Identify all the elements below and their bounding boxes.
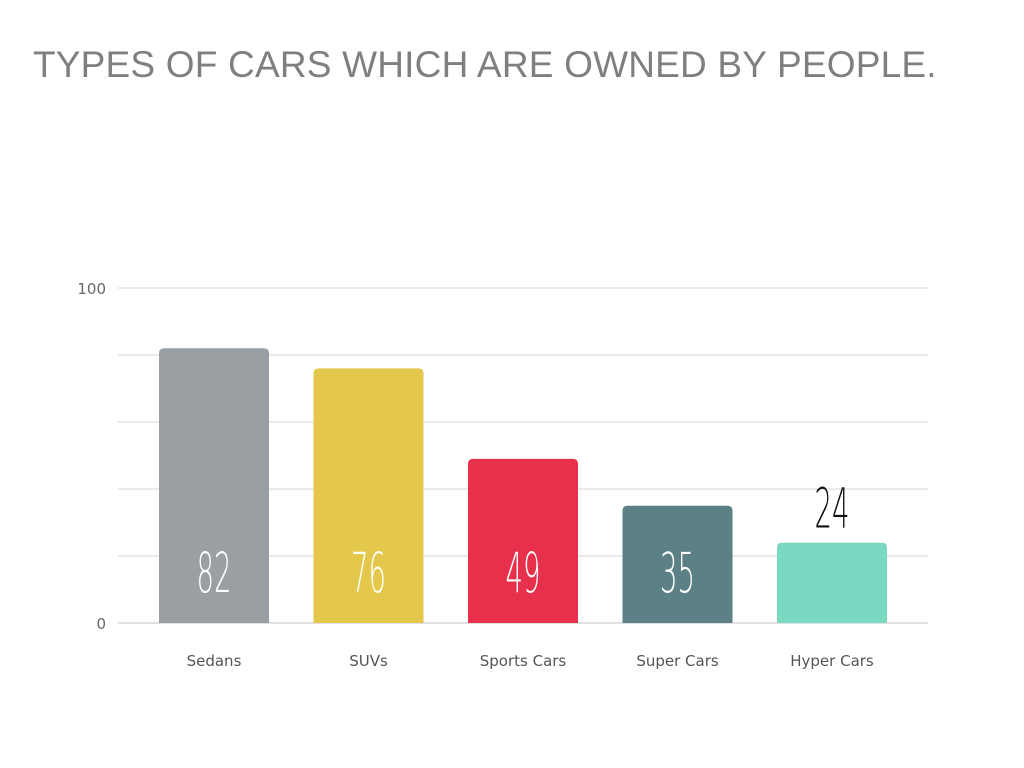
data-label: 76 — [351, 543, 386, 606]
x-tick-label: Super Cars — [636, 652, 719, 670]
bar-super-cars — [622, 505, 733, 623]
y-tick-label: 0 — [96, 615, 106, 633]
x-tick-label: Hyper Cars — [790, 652, 874, 670]
data-label: 49 — [506, 543, 541, 606]
chart-title: TYPES OF CARS WHICH ARE OWNED BY PEOPLE. — [33, 44, 937, 85]
bar-sedans — [159, 348, 269, 623]
y-tick-label: 100 — [77, 280, 106, 298]
data-label: 82 — [197, 543, 232, 606]
bar-suvs — [313, 368, 424, 623]
data-label: 35 — [660, 543, 695, 606]
x-tick-label: Sports Cars — [480, 652, 567, 670]
x-tick-label: Sedans — [187, 652, 242, 670]
data-label: 24 — [815, 478, 850, 541]
x-tick-label: SUVs — [349, 652, 388, 670]
bar-sports-cars — [468, 458, 578, 623]
bar-hyper-cars — [777, 542, 887, 623]
